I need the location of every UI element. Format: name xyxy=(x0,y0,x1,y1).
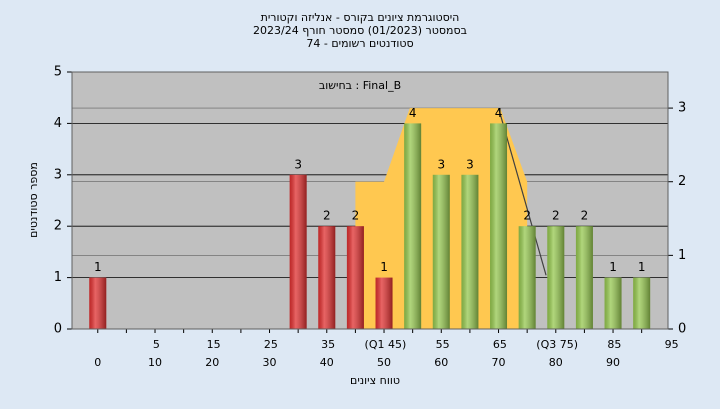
bar-shade xyxy=(318,226,336,329)
y2-tick-label: 1 xyxy=(678,248,686,263)
x-tick-label: 5 xyxy=(153,338,160,351)
y2-tick-label: 0 xyxy=(678,322,686,337)
chart-title: היסטוגרמת ציונים בקורס - אנליזה וקטורית xyxy=(261,11,460,24)
y-axis-label: מספר סטודנטים xyxy=(27,162,40,238)
x-tick-label: (Q3 75) xyxy=(536,338,578,351)
value-label: 1 xyxy=(94,260,102,274)
x-tick-label: 95 xyxy=(665,338,679,351)
bar-shade xyxy=(633,277,651,329)
x-axis-label: טווח ציונים xyxy=(350,374,400,387)
y2-tick-label: 2 xyxy=(678,174,686,189)
x-tick-label: 90 xyxy=(606,356,620,369)
value-label: 4 xyxy=(409,106,417,120)
annotation: בחישוב : Final_B xyxy=(319,79,401,92)
y-tick-label: 4 xyxy=(54,116,62,131)
bar-shade xyxy=(89,277,107,329)
x-tick-label: 70 xyxy=(492,356,506,369)
x-tick-label: 15 xyxy=(207,338,221,351)
x-tick-label: 10 xyxy=(148,356,162,369)
value-label: 3 xyxy=(437,157,445,171)
value-label: 2 xyxy=(323,209,331,223)
y-tick-label: 5 xyxy=(54,65,62,80)
bar-shade xyxy=(547,226,565,329)
y2-tick-label: 3 xyxy=(678,101,686,116)
value-label: 1 xyxy=(380,260,388,274)
y-tick-label: 1 xyxy=(54,270,62,285)
x-tick-label: (Q1 45) xyxy=(365,338,407,351)
bar-shade xyxy=(490,123,508,330)
bar-shade xyxy=(289,174,307,329)
plot-border xyxy=(71,71,669,330)
value-label: 1 xyxy=(609,260,617,274)
bar-shade xyxy=(404,123,422,330)
value-label: 2 xyxy=(523,209,531,223)
value-label: 2 xyxy=(352,209,360,223)
bar-shade xyxy=(346,226,364,329)
bar-shade xyxy=(604,277,622,329)
value-label: 2 xyxy=(552,209,560,223)
y-tick-label: 0 xyxy=(54,322,62,337)
x-tick-label: 30 xyxy=(263,356,277,369)
bar-shade xyxy=(375,277,393,329)
x-tick-label: 40 xyxy=(320,356,334,369)
chart-title: בסמסטר (01/2023) סמסטר חורף 2023/24 xyxy=(253,24,467,37)
value-label: 4 xyxy=(495,106,503,120)
x-tick-label: 85 xyxy=(607,338,621,351)
value-label: 3 xyxy=(466,157,474,171)
y-tick-label: 3 xyxy=(54,167,62,182)
bar-shade xyxy=(432,174,450,329)
x-tick-label: 65 xyxy=(493,338,507,351)
x-tick-label: 20 xyxy=(205,356,219,369)
value-label: 1 xyxy=(638,260,646,274)
x-tick-label: 50 xyxy=(377,356,391,369)
bar-shade xyxy=(518,226,536,329)
bar-shade xyxy=(461,174,479,329)
bar-shade xyxy=(575,226,593,329)
x-tick-label: 25 xyxy=(264,338,278,351)
x-tick-label: 0 xyxy=(94,356,101,369)
x-tick-label: 55 xyxy=(436,338,450,351)
x-tick-label: 35 xyxy=(321,338,335,351)
y-tick-label: 2 xyxy=(54,219,62,234)
x-tick-label: 80 xyxy=(549,356,563,369)
value-label: 2 xyxy=(581,209,589,223)
value-label: 3 xyxy=(294,157,302,171)
x-tick-label: 60 xyxy=(434,356,448,369)
chart-title: סטודנטים רשומים - 74 xyxy=(306,37,413,50)
